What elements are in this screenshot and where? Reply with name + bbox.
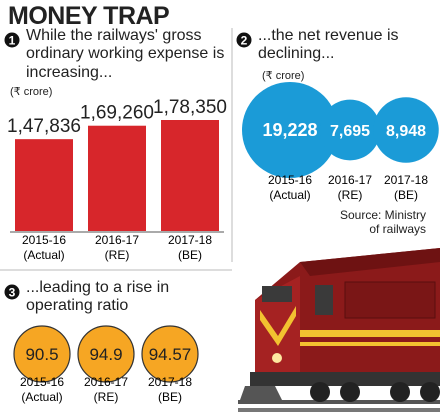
window [262,286,292,302]
category-label: 2016-17 [95,233,139,247]
value-label: 7,695 [330,123,370,140]
rail [238,408,440,412]
category-label: 2017-18 [168,233,212,247]
wheel [310,382,330,402]
category-label: (BE) [158,390,182,404]
value-label: 8,948 [386,123,426,140]
value-label: 94.57 [149,345,192,364]
ratio-circle [141,325,199,383]
category-label: (BE) [394,188,418,202]
value-label: 1,47,836 [7,116,81,137]
wheel [390,382,410,402]
cowcatcher [240,386,282,400]
category-label: (RE) [105,248,130,262]
number-label: 3 [9,286,16,300]
bubble [242,82,338,178]
number-badge [236,32,252,48]
loco-roof [300,248,440,276]
category-label: (Actual) [21,390,62,404]
number-label: 2 [241,34,248,48]
number-label: 1 [9,34,16,48]
source: Source: Ministry of railways [339,208,426,237]
value-label: 1,78,350 [153,97,227,118]
bar [15,139,73,232]
value-label: 94.9 [89,345,122,364]
bar [88,125,146,232]
train [238,248,440,412]
category-label: 2015-16 [268,173,312,187]
panel-title: ...leading to a rise in operating ratio [26,279,170,315]
category-label: 2017-18 [148,375,192,389]
stripe [300,330,440,337]
ratio-circle [13,325,71,383]
vent [344,281,436,319]
category-label: (RE) [338,188,363,202]
category-label: (RE) [94,390,119,404]
bar [161,120,219,232]
source-line: of railways [369,221,426,236]
category-label: (BE) [178,248,202,262]
rail [238,400,440,404]
unit-label: (₹ crore) [262,70,305,82]
panel-title: ...the net revenue is declining... [258,27,399,63]
category-label: (Actual) [269,188,310,202]
wheel [340,382,360,402]
main-title: MONEY TRAP [8,2,170,30]
bubble [373,97,439,163]
window [315,285,333,315]
category-label: 2016-17 [328,173,372,187]
bubble [319,99,381,161]
ratio-circle [77,325,135,383]
unit-label: (₹ crore) [10,86,53,98]
stripe [300,342,440,346]
frame [250,372,440,386]
category-label: 2016-17 [84,375,128,389]
category-label: 2015-16 [22,233,66,247]
headlight [272,353,282,363]
category-label: 2017-18 [384,173,428,187]
panel-title: While the railways' gross ordinary worki… [26,27,225,81]
number-badge [4,284,20,300]
stripe [260,306,296,346]
value-label: 19,228 [262,120,317,140]
number-badge [4,32,20,48]
source-line: Source: Ministry [339,208,426,222]
category-label: (Actual) [23,248,64,262]
value-label: 1,69,260 [80,103,154,124]
wheel [420,382,440,402]
value-label: 90.5 [25,345,58,364]
category-label: 2015-16 [20,375,64,389]
